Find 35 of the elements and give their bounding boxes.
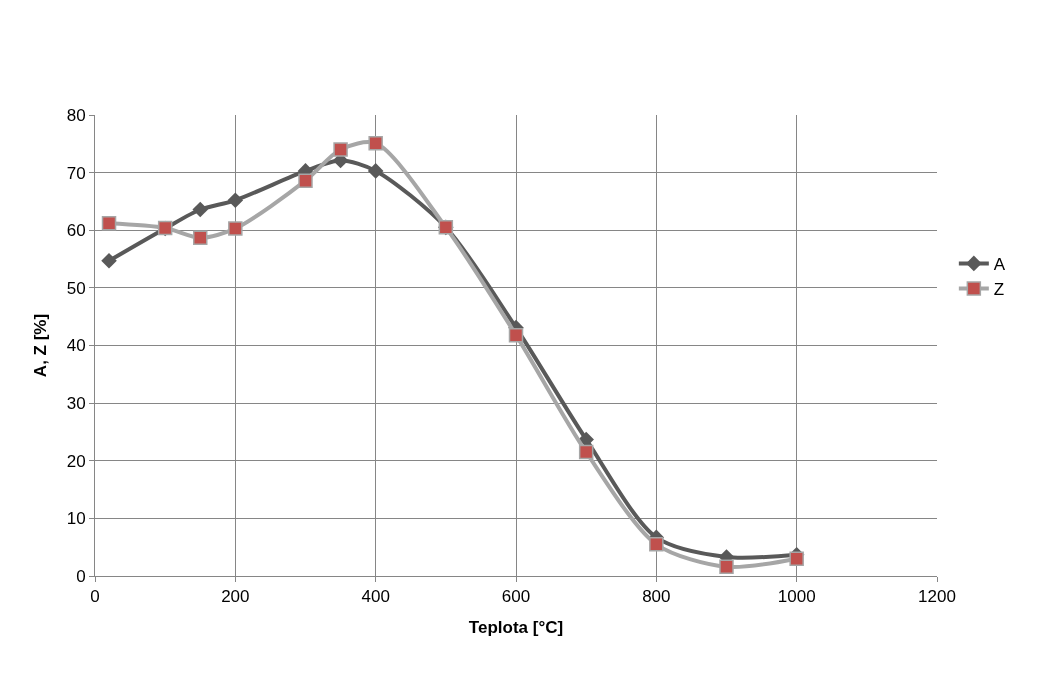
x-tick-label: 200 [221, 587, 250, 607]
x-tick-label: 1000 [777, 587, 816, 607]
y-tick-label: 30 [66, 394, 86, 414]
legend-label: Z [993, 280, 1005, 300]
y-tick-label: 0 [76, 566, 86, 586]
point [227, 192, 244, 209]
point [101, 216, 117, 231]
x-tick-label: 1200 [918, 587, 956, 607]
point [228, 221, 243, 236]
point [192, 201, 209, 218]
point [367, 163, 384, 179]
point [578, 444, 594, 460]
y-tick-label: 20 [66, 451, 86, 471]
point [333, 142, 348, 157]
x-axis-title: Teplota [°C] [468, 617, 564, 637]
y-tick-label: 70 [66, 163, 86, 183]
point [719, 559, 734, 575]
point [193, 230, 208, 245]
point [101, 252, 117, 269]
point [298, 173, 313, 188]
y-tick-label: 40 [66, 336, 86, 356]
y-tick-label: 50 [66, 278, 86, 298]
legend-label: A [993, 255, 1006, 275]
y-tick-label: 80 [66, 105, 86, 125]
x-tick-label: 800 [642, 587, 671, 607]
x-tick-label: 400 [361, 587, 390, 607]
point [508, 327, 524, 343]
point [789, 551, 804, 566]
point [368, 135, 383, 151]
y-axis-title: A, Z [%] [31, 313, 51, 378]
y-tick-label: 10 [66, 509, 86, 529]
x-tick-label: 600 [501, 587, 531, 607]
y-tick-label: 60 [66, 221, 86, 241]
point [649, 537, 664, 552]
x-tick-label: 0 [90, 587, 100, 607]
